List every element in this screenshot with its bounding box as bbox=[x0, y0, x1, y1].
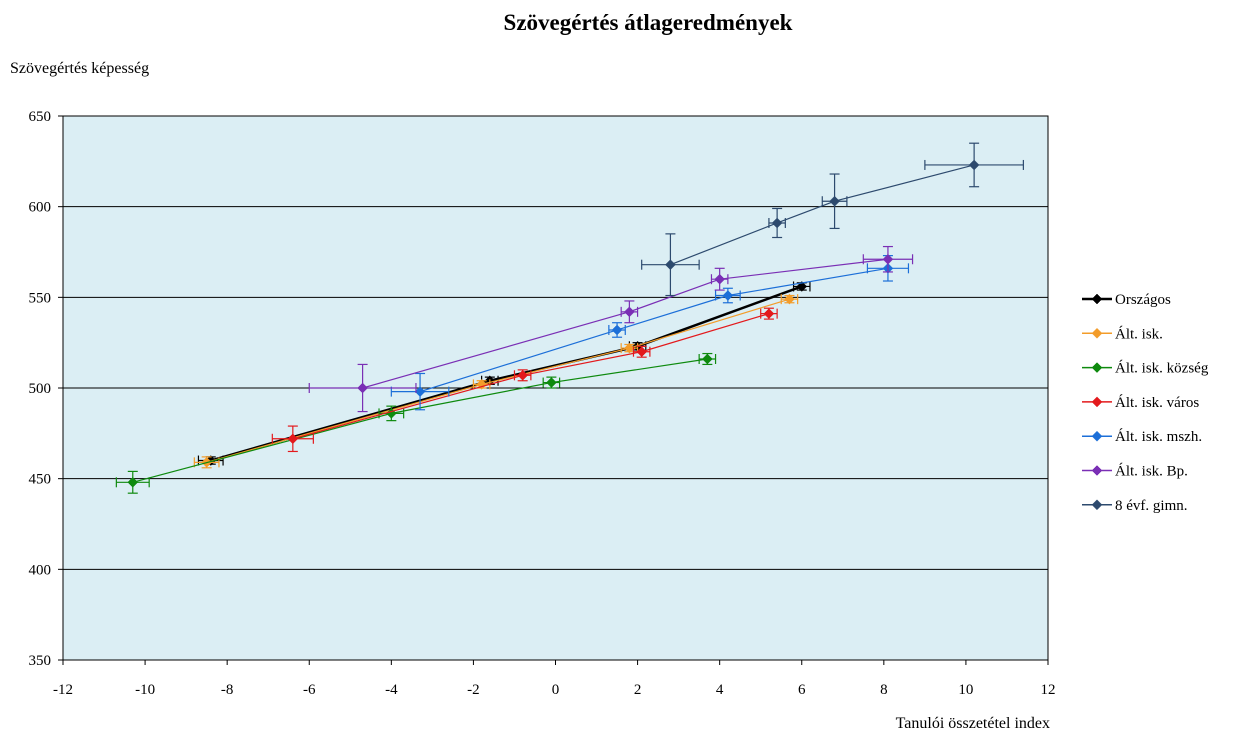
y-tick-label: 650 bbox=[29, 109, 52, 125]
x-tick-label: -8 bbox=[221, 682, 234, 698]
legend-marker bbox=[1091, 293, 1103, 305]
y-tick-label: 350 bbox=[29, 653, 52, 669]
data-point bbox=[763, 308, 775, 320]
legend-label: Ált. isk. község bbox=[1115, 360, 1209, 377]
y-tick-label: 550 bbox=[29, 290, 52, 306]
legend-label: Ált. isk. város bbox=[1115, 394, 1199, 411]
data-point bbox=[829, 195, 840, 207]
y-tick-label: 500 bbox=[29, 381, 52, 397]
series-group bbox=[271, 307, 778, 453]
series-layer bbox=[115, 142, 1024, 494]
y-tick-label: 450 bbox=[29, 472, 52, 488]
data-point bbox=[611, 324, 623, 336]
data-point bbox=[714, 273, 726, 285]
x-tick-label: 10 bbox=[958, 682, 973, 698]
data-point bbox=[624, 342, 635, 354]
y-axis-label: Szövegértés képesség bbox=[10, 60, 149, 77]
data-point bbox=[546, 377, 557, 388]
legend-entry: Országos bbox=[1082, 292, 1171, 308]
grid-layer bbox=[63, 206, 1048, 570]
legend-marker bbox=[1091, 396, 1103, 408]
y-tick-label: 400 bbox=[29, 562, 52, 578]
series-group bbox=[115, 352, 717, 494]
data-point bbox=[968, 159, 980, 171]
x-tick-label: -2 bbox=[467, 682, 480, 698]
legend: Országos Ált. isk. Ált. isk. község Ált. is… bbox=[1082, 292, 1209, 514]
series-line bbox=[670, 164, 975, 266]
data-point bbox=[414, 386, 426, 397]
data-point bbox=[882, 253, 894, 265]
legend-entry: Ált. isk. bbox=[1082, 325, 1163, 342]
legend-entry: Ált. isk. község bbox=[1082, 360, 1209, 377]
legend-label: Ált. isk. Bp. bbox=[1115, 463, 1188, 480]
x-tick-label: 12 bbox=[1041, 682, 1056, 698]
legend-label: Országos bbox=[1115, 292, 1171, 308]
legend-entry: Ált. isk. város bbox=[1082, 394, 1199, 411]
x-tick-label: -10 bbox=[135, 682, 155, 698]
data-point bbox=[357, 382, 368, 394]
legend-marker bbox=[1091, 362, 1103, 373]
x-tick-label: -4 bbox=[385, 682, 398, 698]
data-point bbox=[702, 353, 713, 365]
chart-title: Szövegértés átlageredmények bbox=[504, 10, 793, 35]
data-point bbox=[517, 369, 529, 381]
x-tick-label: 8 bbox=[880, 682, 888, 698]
series-group bbox=[390, 255, 910, 411]
legend-marker bbox=[1091, 499, 1103, 511]
data-point bbox=[624, 306, 635, 318]
y-tick-label: 600 bbox=[29, 200, 52, 216]
series-group bbox=[641, 142, 1024, 297]
data-point bbox=[636, 346, 648, 358]
series-line bbox=[132, 358, 708, 483]
x-tick-label: 2 bbox=[634, 682, 642, 698]
x-tick-label: 6 bbox=[798, 682, 806, 698]
legend-marker bbox=[1091, 465, 1103, 476]
x-axis-label: Tanulói összetétel index bbox=[896, 715, 1050, 732]
legend-label: Ált. isk. bbox=[1115, 325, 1163, 342]
series-line bbox=[292, 313, 770, 440]
series-line bbox=[206, 298, 790, 463]
legend-label: Ált. isk. mszh. bbox=[1115, 428, 1202, 445]
legend-marker bbox=[1091, 430, 1103, 442]
x-tick-label: -6 bbox=[303, 682, 316, 698]
x-tick-label: 4 bbox=[716, 682, 724, 698]
series-line bbox=[419, 267, 889, 393]
legend-entry: 8 évf. gimn. bbox=[1082, 498, 1188, 514]
legend-marker bbox=[1091, 327, 1103, 339]
series-line bbox=[210, 285, 803, 462]
x-tick-label: 0 bbox=[552, 682, 560, 698]
axis-layer: 350 400 450 500 550 600 650 -12 -10 -8 -6 -4 -2 0 2 4 6 8… bbox=[29, 109, 1056, 698]
legend-label: 8 évf. gimn. bbox=[1115, 498, 1188, 514]
x-tick-label: -12 bbox=[53, 682, 73, 698]
data-point bbox=[722, 290, 734, 301]
data-point bbox=[771, 217, 783, 229]
data-point bbox=[665, 259, 676, 271]
legend-entry: Ált. isk. mszh. bbox=[1082, 428, 1202, 445]
data-point bbox=[287, 433, 299, 445]
data-point bbox=[784, 293, 795, 305]
legend-entry: Ált. isk. Bp. bbox=[1082, 463, 1188, 480]
data-point bbox=[127, 476, 139, 488]
